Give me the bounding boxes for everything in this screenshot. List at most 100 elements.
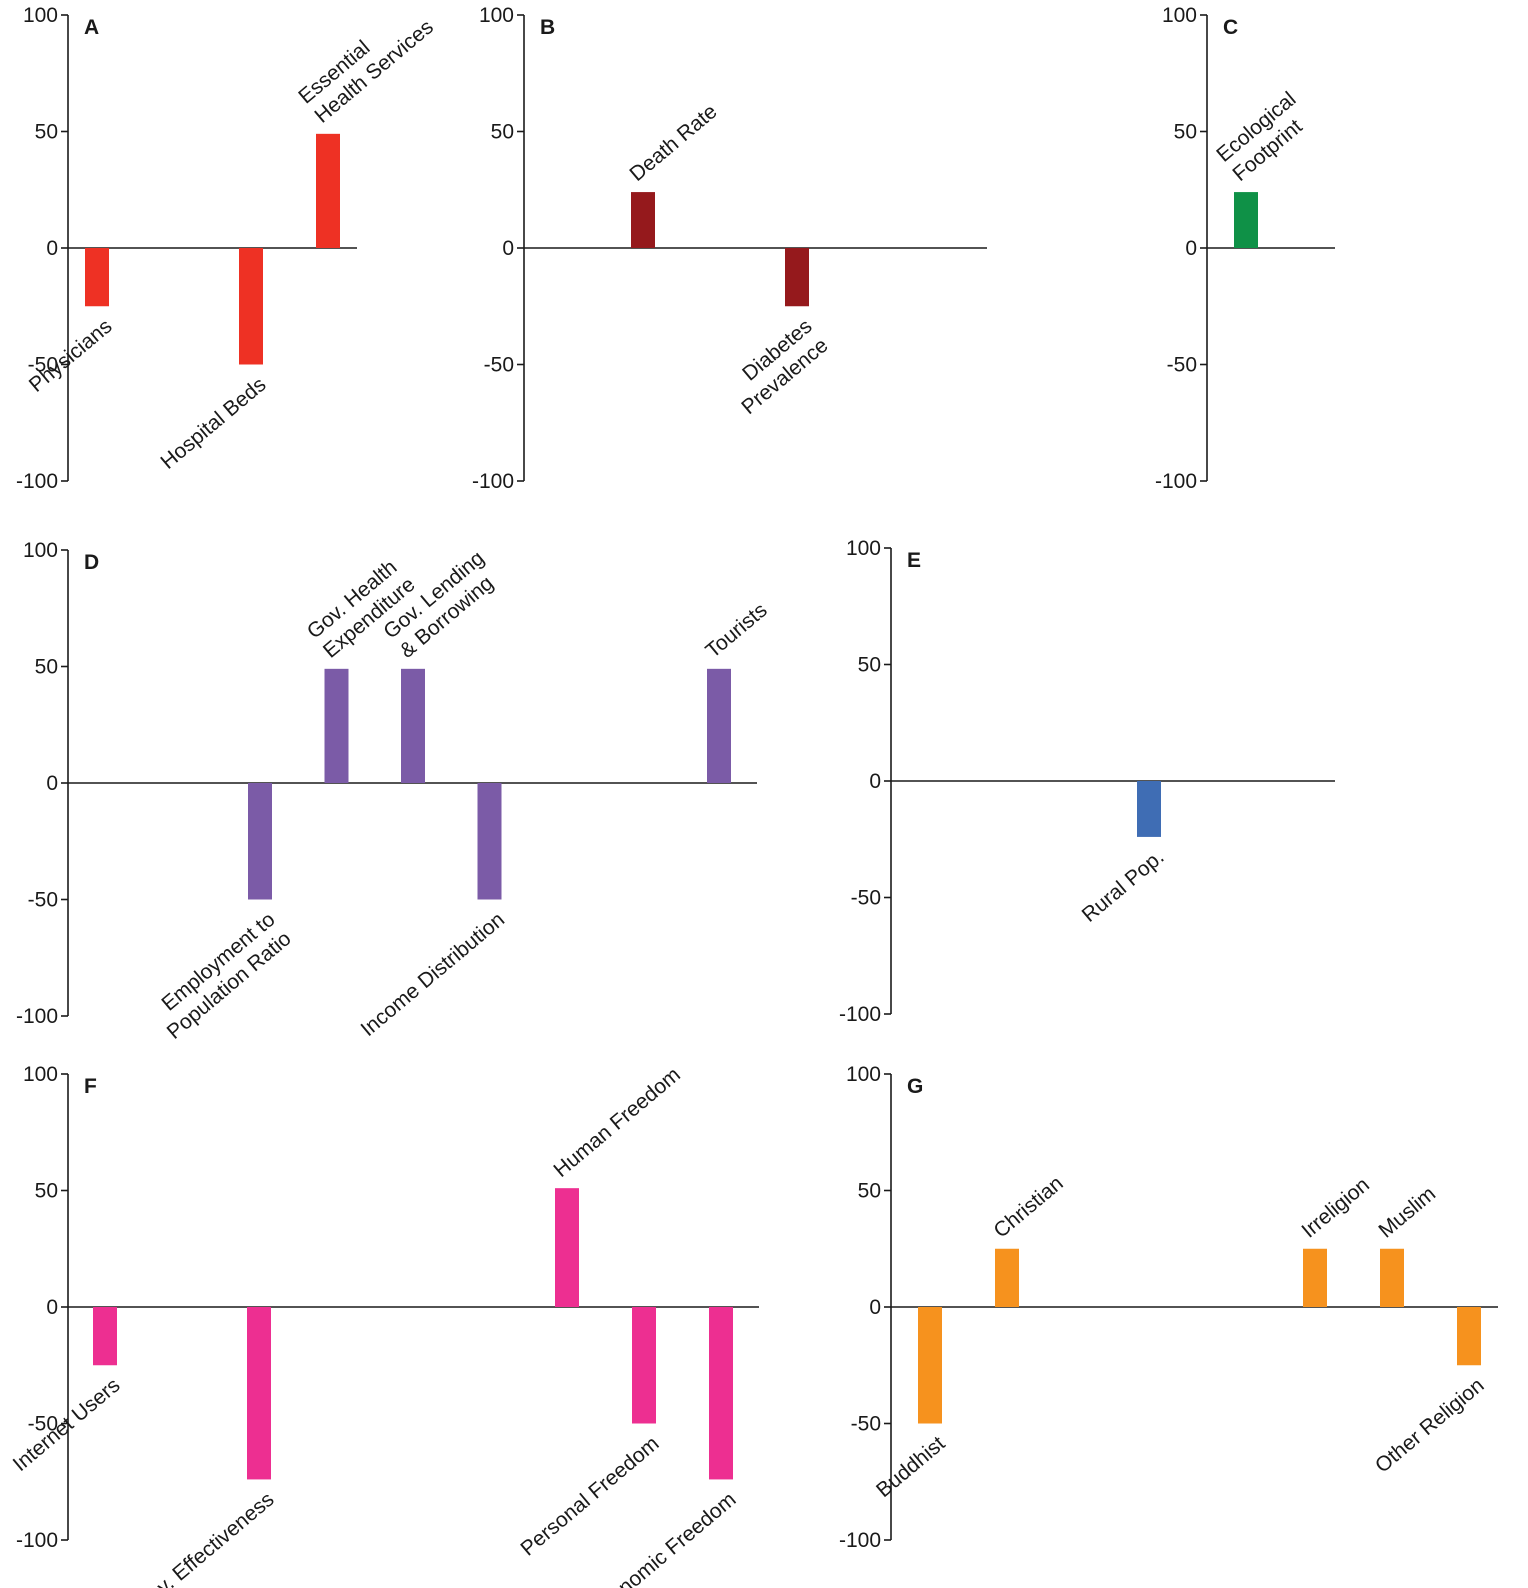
- panel-e-tick-label: -100: [839, 1003, 881, 1026]
- panel-c-tick-label: 100: [1162, 4, 1197, 27]
- panel-f-tick-label: 0: [46, 1296, 58, 1319]
- bar-label-tourists: Tourists: [701, 599, 771, 663]
- panel-f-tick-label: -100: [16, 1529, 58, 1552]
- bar-label-economic-freedom: Economic Freedom: [586, 1488, 740, 1588]
- bar-personal-freedom: [632, 1307, 656, 1424]
- bar-label-line: Muslim: [1374, 1182, 1440, 1242]
- panel-d-tick-label: -100: [16, 1005, 58, 1028]
- panel-c-tick-label: -100: [1155, 470, 1197, 493]
- bar-christian: [995, 1248, 1019, 1307]
- bar-physicians: [85, 248, 109, 307]
- panel-d-tick-label: -50: [28, 889, 58, 912]
- bar-other-religion: [1457, 1307, 1481, 1366]
- panel-e-tick-label: -50: [851, 887, 881, 910]
- panel-a-tick-label: 50: [35, 121, 58, 144]
- panel-g-tick-label: -100: [839, 1529, 881, 1552]
- panel-g: 100 50 0 -50 -100 G Buddhist Christian Irreligio…: [839, 1063, 1498, 1552]
- bar-rural-pop: [1137, 781, 1161, 837]
- panel-f-letter: F: [84, 1075, 97, 1098]
- bar-label-line: Christian: [989, 1172, 1067, 1243]
- panel-a-tick-label: -50: [28, 354, 58, 377]
- panel-c: 100 50 0 -50 -100 C EcologicalFootprint: [1155, 4, 1335, 493]
- panel-d-tick-label: 100: [23, 539, 58, 562]
- bar-label-line: Buddhist: [872, 1432, 950, 1502]
- panel-a-tick-label: 100: [23, 4, 58, 27]
- panel-d: 100 50 0 -50 -100 D Employment toPopulation Ra…: [16, 539, 772, 1044]
- panel-c-tick-label: -50: [1167, 354, 1197, 377]
- panel-f-tick-label: 100: [23, 1063, 58, 1086]
- bar-diabetes-prevalence: [785, 248, 809, 307]
- panel-b-letter: B: [540, 16, 555, 39]
- bar-label-irreligion: Irreligion: [1297, 1173, 1373, 1242]
- panel-e-letter: E: [907, 549, 921, 572]
- bar-gov-health-expenditure: [324, 668, 349, 783]
- bar-label-other-religion: Other Religion: [1371, 1374, 1489, 1478]
- panel-f-tick-label: 50: [35, 1180, 58, 1203]
- bar-hospital-beds: [239, 248, 263, 365]
- panel-b-tick-label: -50: [484, 354, 514, 377]
- panel-a-tick-label: -100: [16, 470, 58, 493]
- bar-label-employment-to-population-ratio: Employment toPopulation Ratio: [147, 908, 296, 1044]
- panel-b-tick-label: 0: [502, 237, 514, 260]
- bar-death-rate: [631, 192, 655, 248]
- panel-e-tick-label: 100: [846, 537, 881, 560]
- bar-income-distribution: [477, 783, 502, 900]
- bar-label-hospital-beds: Hospital Beds: [156, 373, 270, 474]
- bar-label-essential-health-services: EssentialHealth Services: [294, 0, 438, 128]
- bar-muslim: [1380, 1248, 1404, 1307]
- bar-label-line: Gov. Effectiveness: [131, 1488, 278, 1588]
- bar-label-line: Death Rate: [625, 100, 721, 186]
- panel-f-tick-label: -50: [28, 1413, 58, 1436]
- panel-d-letter: D: [84, 551, 99, 574]
- bar-label-rural-pop: Rural Pop.: [1078, 845, 1169, 926]
- bar-label-death-rate: Death Rate: [625, 100, 721, 186]
- panel-e-tick-label: 50: [858, 654, 881, 677]
- panel-c-tick-label: 0: [1185, 237, 1197, 260]
- bar-label-line: Economic Freedom: [586, 1488, 740, 1588]
- bar-label-line: Personal Freedom: [516, 1432, 663, 1561]
- bar-ecological-footprint: [1234, 192, 1258, 248]
- bar-label-ecological-footprint: EcologicalFootprint: [1212, 88, 1316, 186]
- panel-b-tick-label: 50: [491, 121, 514, 144]
- bar-label-line: Income Distribution: [357, 908, 509, 1041]
- bar-gov-effectiveness: [247, 1307, 271, 1480]
- bar-label-human-freedom: Human Freedom: [549, 1063, 684, 1182]
- panel-g-tick-label: 50: [858, 1180, 881, 1203]
- panel-c-letter: C: [1223, 16, 1238, 39]
- bar-economic-freedom: [709, 1307, 733, 1480]
- panel-c-tick-label: 50: [1174, 121, 1197, 144]
- bar-label-line: Rural Pop.: [1078, 845, 1169, 926]
- bar-internet-users: [93, 1307, 117, 1366]
- bar-label-line: Irreligion: [1297, 1173, 1373, 1242]
- bar-label-line: Other Religion: [1371, 1374, 1489, 1478]
- bar-label-diabetes-prevalence: DiabetesPrevalence: [721, 315, 832, 419]
- bar-label-line: Tourists: [701, 599, 771, 663]
- panel-b-tick-label: 100: [479, 4, 514, 27]
- bar-tourists: [707, 668, 731, 783]
- bar-label-gov-effectiveness: Gov. Effectiveness: [131, 1488, 278, 1588]
- panel-d-tick-label: 0: [46, 772, 58, 795]
- bar-buddhist: [918, 1307, 942, 1424]
- bar-label-line: Internet Users: [9, 1374, 125, 1476]
- bar-label-muslim: Muslim: [1374, 1182, 1440, 1242]
- bar-human-freedom: [555, 1188, 579, 1307]
- bar-label-income-distribution: Income Distribution: [357, 908, 509, 1041]
- panel-d-tick-label: 50: [35, 656, 58, 679]
- panel-g-tick-label: -50: [851, 1413, 881, 1436]
- bar-irreligion: [1303, 1248, 1327, 1307]
- panel-g-tick-label: 0: [869, 1296, 881, 1319]
- panel-a-tick-label: 0: [46, 237, 58, 260]
- panel-g-letter: G: [907, 1075, 923, 1098]
- panel-a-letter: A: [84, 16, 99, 39]
- panel-b: 100 50 0 -50 -100 B Death Rate DiabetesPrevalen…: [472, 4, 987, 493]
- panel-b-tick-label: -100: [472, 470, 514, 493]
- bar-gov-lending-borrowing: [401, 668, 425, 783]
- bar-label-line: Human Freedom: [549, 1063, 684, 1182]
- bar-label-christian: Christian: [989, 1172, 1067, 1243]
- bar-essential-health-services: [316, 133, 340, 248]
- bar-label-internet-users: Internet Users: [9, 1374, 125, 1476]
- panel-e: 100 50 0 -50 -100 E Rural Pop.: [839, 537, 1335, 1026]
